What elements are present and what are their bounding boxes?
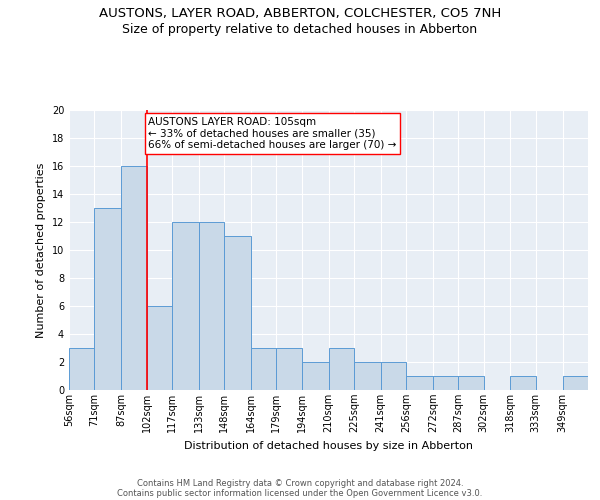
Text: Contains HM Land Registry data © Crown copyright and database right 2024.: Contains HM Land Registry data © Crown c…: [137, 478, 463, 488]
Y-axis label: Number of detached properties: Number of detached properties: [36, 162, 46, 338]
Bar: [511, 376, 536, 390]
X-axis label: Distribution of detached houses by size in Abberton: Distribution of detached houses by size …: [184, 440, 473, 450]
Bar: [199, 222, 224, 390]
Bar: [224, 236, 251, 390]
Bar: [563, 376, 588, 390]
Bar: [458, 376, 484, 390]
Bar: [251, 348, 276, 390]
Text: Size of property relative to detached houses in Abberton: Size of property relative to detached ho…: [122, 22, 478, 36]
Bar: [94, 208, 121, 390]
Bar: [433, 376, 458, 390]
Bar: [69, 348, 94, 390]
Text: AUSTONS LAYER ROAD: 105sqm
← 33% of detached houses are smaller (35)
66% of semi: AUSTONS LAYER ROAD: 105sqm ← 33% of deta…: [148, 117, 397, 150]
Bar: [381, 362, 406, 390]
Bar: [329, 348, 354, 390]
Text: Contains public sector information licensed under the Open Government Licence v3: Contains public sector information licen…: [118, 488, 482, 498]
Bar: [121, 166, 146, 390]
Bar: [302, 362, 329, 390]
Text: AUSTONS, LAYER ROAD, ABBERTON, COLCHESTER, CO5 7NH: AUSTONS, LAYER ROAD, ABBERTON, COLCHESTE…: [99, 8, 501, 20]
Bar: [146, 306, 172, 390]
Bar: [406, 376, 433, 390]
Bar: [354, 362, 381, 390]
Bar: [172, 222, 199, 390]
Bar: [276, 348, 302, 390]
